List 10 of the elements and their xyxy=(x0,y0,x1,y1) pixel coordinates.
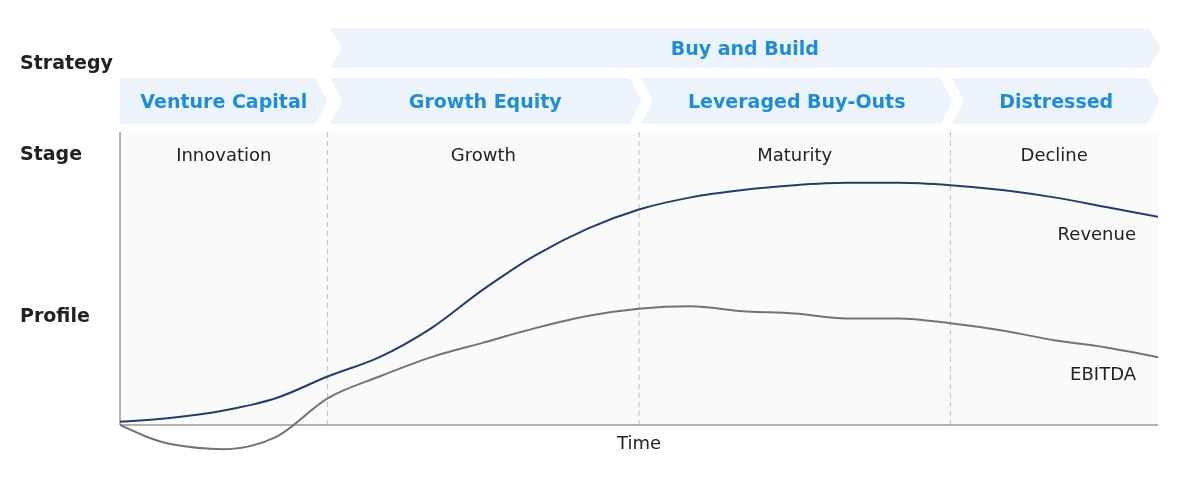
text: Strategy xyxy=(20,51,113,73)
text: Stage xyxy=(20,142,83,164)
y-axis-title: Profile xyxy=(20,304,90,326)
text: Maturity xyxy=(756,144,834,165)
text: Decline xyxy=(1019,144,1089,165)
x-axis-title: Time xyxy=(615,432,663,453)
series-label: Revenue xyxy=(1057,222,1136,244)
series-label: EBITDA xyxy=(1070,363,1136,385)
text: Innovation xyxy=(175,144,273,165)
text: Growth xyxy=(449,144,517,165)
